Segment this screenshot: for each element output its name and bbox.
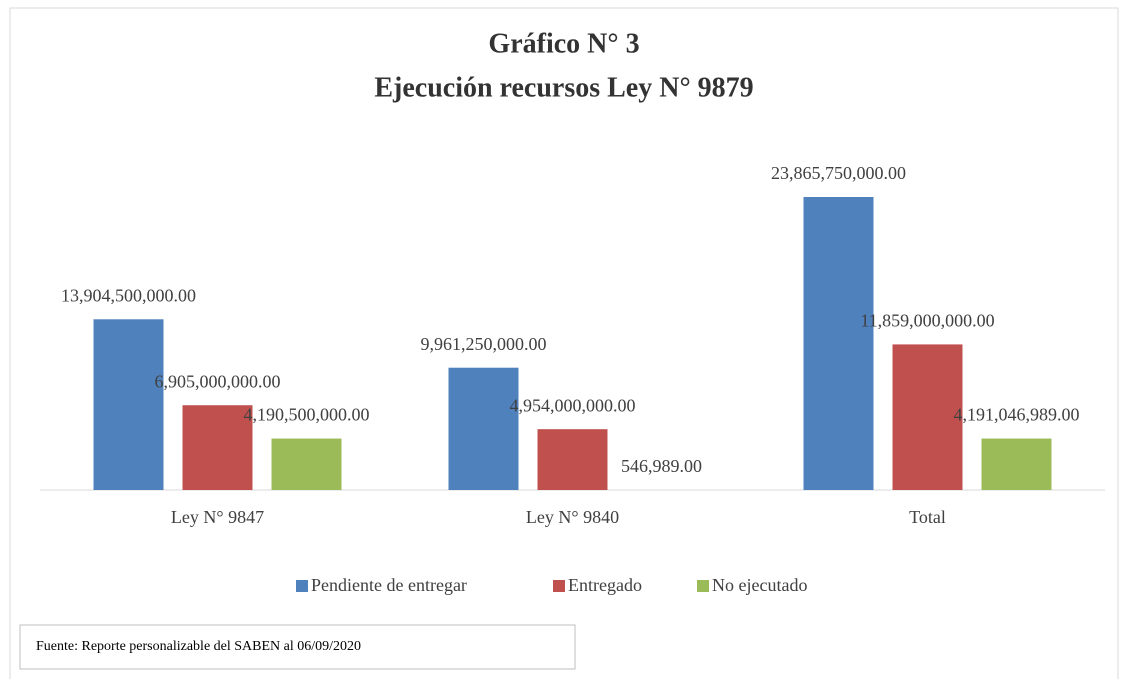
legend-label: Entregado xyxy=(568,575,642,595)
bar xyxy=(93,319,164,490)
chart-frame xyxy=(9,7,1119,679)
data-label: 4,190,500,000.00 xyxy=(244,405,370,425)
x-tick-label: Ley N° 9847 xyxy=(171,507,264,527)
data-label: 13,904,500,000.00 xyxy=(61,285,196,305)
bar xyxy=(803,197,874,490)
data-label: 23,865,750,000.00 xyxy=(771,163,906,183)
source-box xyxy=(19,624,576,670)
legend-swatch xyxy=(296,580,308,592)
bar xyxy=(271,438,342,490)
source-note: Fuente: Reporte personalizable del SABEN… xyxy=(36,639,361,654)
x-tick-label: Ley N° 9840 xyxy=(526,507,619,527)
x-tick-label: Total xyxy=(909,507,946,527)
legend-swatch xyxy=(697,580,709,592)
data-label: 4,191,046,989.00 xyxy=(954,405,1080,425)
chart-subtitle: Ejecución recursos Ley N° 9879 xyxy=(374,72,753,103)
legend-label: No ejecutado xyxy=(712,575,807,595)
bar xyxy=(448,367,519,490)
data-label: 9,961,250,000.00 xyxy=(421,334,547,354)
chart-title: Gráfico N° 3 xyxy=(488,28,639,59)
bar xyxy=(537,429,608,490)
data-label: 4,954,000,000.00 xyxy=(510,395,636,415)
bar xyxy=(182,405,253,490)
data-label: 11,859,000,000.00 xyxy=(860,311,994,331)
legend-swatch xyxy=(553,580,565,592)
bar xyxy=(892,344,963,490)
bar xyxy=(981,438,1052,490)
data-label: 546,989.00 xyxy=(621,456,702,476)
data-label: 6,905,000,000.00 xyxy=(155,371,281,391)
legend-label: Pendiente de entregar xyxy=(311,575,467,595)
